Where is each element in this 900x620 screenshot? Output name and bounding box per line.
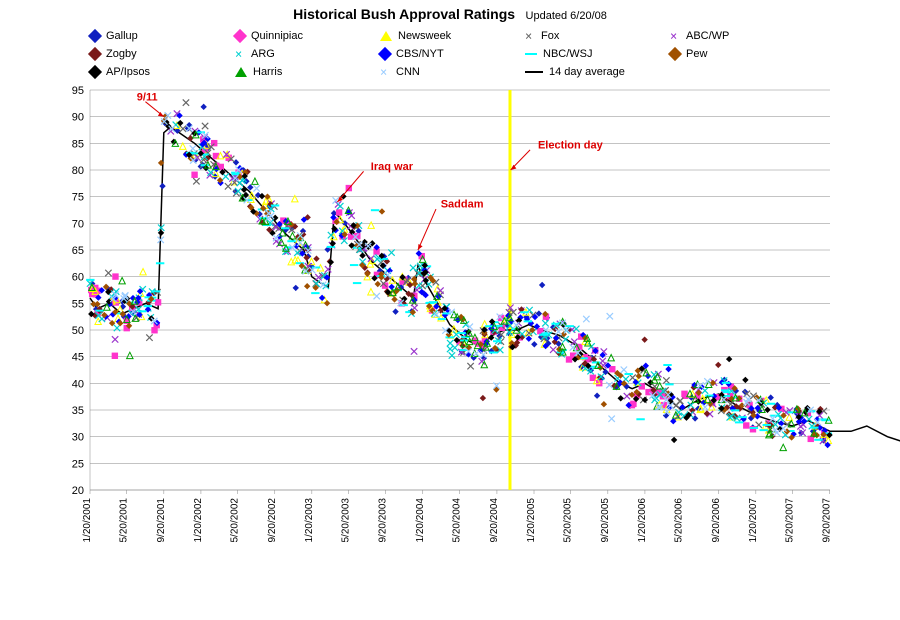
svg-text:5/20/2004: 5/20/2004 [452, 498, 463, 543]
svg-text:9/20/2005: 9/20/2005 [600, 498, 611, 543]
svg-text:Iraq war: Iraq war [371, 161, 414, 173]
svg-text:5/20/2003: 5/20/2003 [340, 498, 351, 543]
svg-text:9/20/2001: 9/20/2001 [156, 498, 167, 543]
svg-text:1/20/2001: 1/20/2001 [82, 498, 93, 543]
annotation-saddam: Saddam [418, 198, 484, 250]
svg-text:65: 65 [72, 245, 84, 257]
svg-text:Election day: Election day [538, 140, 604, 152]
annotation-9-11: 9/11 [137, 92, 164, 117]
series-arg [87, 122, 815, 439]
annotation-iraq-war: Iraq war [337, 161, 413, 202]
svg-text:60: 60 [72, 272, 84, 284]
svg-text:25: 25 [72, 458, 84, 470]
series-fox [105, 99, 827, 432]
series-cnn [110, 112, 821, 436]
svg-text:9/20/2006: 9/20/2006 [711, 498, 722, 543]
svg-text:9/20/2002: 9/20/2002 [267, 498, 278, 543]
chart-svg: 20 25 30 35 40 45 50 55 60 65 70 75 80 85 90 95 1/20/200… [0, 0, 900, 620]
annotation-election-day: Election day [511, 140, 604, 170]
svg-text:85: 85 [72, 138, 84, 150]
svg-text:5/20/2006: 5/20/2006 [673, 498, 684, 543]
svg-text:55: 55 [72, 298, 84, 310]
svg-text:9/11: 9/11 [137, 92, 158, 104]
svg-text:5/20/2005: 5/20/2005 [562, 498, 573, 543]
svg-text:40: 40 [72, 378, 84, 390]
svg-text:1/20/2005: 1/20/2005 [526, 498, 537, 543]
svg-text:5/20/2001: 5/20/2001 [118, 498, 129, 543]
svg-text:9/20/2004: 9/20/2004 [489, 498, 500, 543]
svg-text:1/20/2003: 1/20/2003 [304, 498, 315, 543]
svg-text:Saddam: Saddam [441, 198, 484, 210]
svg-text:9/20/2007: 9/20/2007 [822, 498, 833, 543]
svg-text:90: 90 [72, 112, 84, 124]
svg-text:80: 80 [72, 165, 84, 177]
series-harris [89, 131, 832, 450]
average-line [90, 127, 900, 447]
svg-text:1/20/2004: 1/20/2004 [415, 498, 426, 543]
svg-text:95: 95 [72, 85, 84, 97]
svg-text:20: 20 [72, 485, 84, 497]
svg-text:75: 75 [72, 192, 84, 204]
svg-text:1/20/2006: 1/20/2006 [637, 498, 648, 543]
svg-text:5/20/2007: 5/20/2007 [784, 498, 795, 543]
svg-text:1/20/2002: 1/20/2002 [193, 498, 204, 543]
svg-text:5/20/2002: 5/20/2002 [229, 498, 240, 543]
svg-text:30: 30 [72, 432, 84, 444]
svg-text:35: 35 [72, 405, 84, 417]
svg-text:50: 50 [72, 325, 84, 337]
svg-text:9/20/2003: 9/20/2003 [378, 498, 389, 543]
svg-text:45: 45 [72, 352, 84, 364]
svg-text:70: 70 [72, 218, 84, 230]
svg-text:1/20/2007: 1/20/2007 [748, 498, 759, 543]
